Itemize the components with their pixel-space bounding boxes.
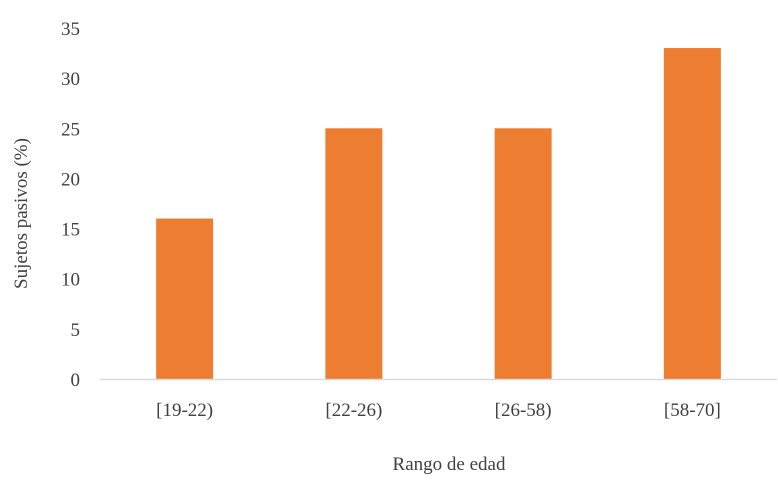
bar <box>156 218 214 379</box>
bar <box>325 128 383 379</box>
y-tick-label: 10 <box>61 270 80 291</box>
y-tick-labels: 0 5 10 15 20 25 30 35 <box>61 19 80 391</box>
bars <box>156 48 721 380</box>
bar <box>494 128 552 379</box>
y-tick-label: 15 <box>61 220 80 241</box>
x-tick-label: [26-58) <box>495 400 552 421</box>
y-tick-label: 35 <box>61 19 80 40</box>
y-tick-label: 20 <box>61 169 80 190</box>
x-tick-label: [58-70] <box>664 400 721 421</box>
y-tick-label: 25 <box>61 119 80 140</box>
x-tick-label: [22-26) <box>325 400 382 421</box>
bar <box>663 48 721 380</box>
y-tick-label: 30 <box>61 69 80 90</box>
x-tick-label: [19-22) <box>156 400 213 421</box>
y-tick-label: 0 <box>71 370 81 391</box>
y-axis-title: Sujetos pasivos (%) <box>11 138 32 289</box>
y-tick-label: 5 <box>71 320 81 341</box>
x-axis-title: Rango de edad <box>393 454 506 475</box>
x-tick-labels: [19-22) [22-26) [26-58) [58-70] <box>156 400 721 421</box>
